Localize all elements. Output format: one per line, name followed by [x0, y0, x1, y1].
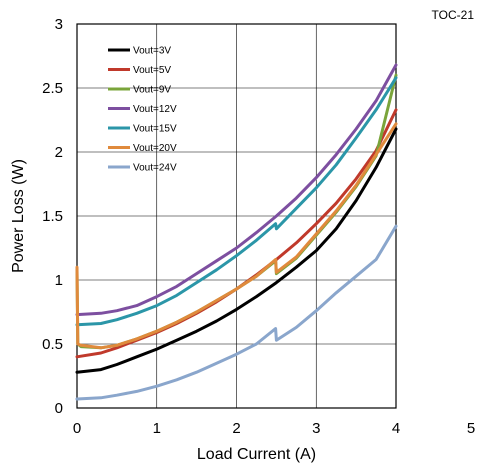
- legend-label: Vout=3V: [133, 46, 171, 57]
- series-line-vout-15v: [75, 76, 398, 327]
- legend-label: Vout=9V: [133, 85, 171, 96]
- legend-label: Vout=5V: [133, 65, 171, 76]
- y-tick-label: 0.5: [42, 336, 63, 353]
- plot-frame: [76, 23, 397, 409]
- y-tick-label: 1: [55, 272, 63, 289]
- y-tick-label: 2.5: [42, 80, 63, 97]
- x-tick-label: 2: [232, 420, 240, 437]
- x-axis-ticks: 0 1 2 3 4 5: [73, 420, 475, 437]
- chart-tag: TOC-21: [432, 8, 475, 22]
- y-axis-ticks: 0 0.5 1 1.5 2 2.5 3: [42, 16, 63, 417]
- x-tick-label: 5: [467, 420, 475, 437]
- x-tick-label: 1: [153, 420, 161, 437]
- y-tick-label: 3: [55, 16, 63, 33]
- series-lines: [75, 63, 398, 401]
- series-line-vout-24v: [75, 224, 398, 401]
- legend-label: Vout=12V: [133, 104, 177, 115]
- x-tick-label: 0: [73, 420, 81, 437]
- legend-label: Vout=24V: [133, 163, 177, 174]
- series-line-vout-3v: [75, 127, 398, 374]
- y-tick-label: 1.5: [42, 208, 63, 225]
- x-tick-label: 4: [392, 420, 400, 437]
- y-tick-label: 0: [55, 400, 63, 417]
- x-tick-label: 3: [312, 420, 320, 437]
- y-tick-label: 2: [55, 144, 63, 161]
- y-axis-title: Power Loss (W): [10, 159, 27, 273]
- series-line-vout-12v: [75, 63, 398, 317]
- legend-label: Vout=20V: [133, 143, 177, 154]
- x-axis-title: Load Current (A): [197, 446, 316, 463]
- legend: Vout=3V Vout=5V Vout=9V Vout=12V Vout=15V Vou…: [108, 46, 177, 174]
- legend-label: Vout=15V: [133, 124, 177, 135]
- series-line-vout-20v: [75, 122, 398, 350]
